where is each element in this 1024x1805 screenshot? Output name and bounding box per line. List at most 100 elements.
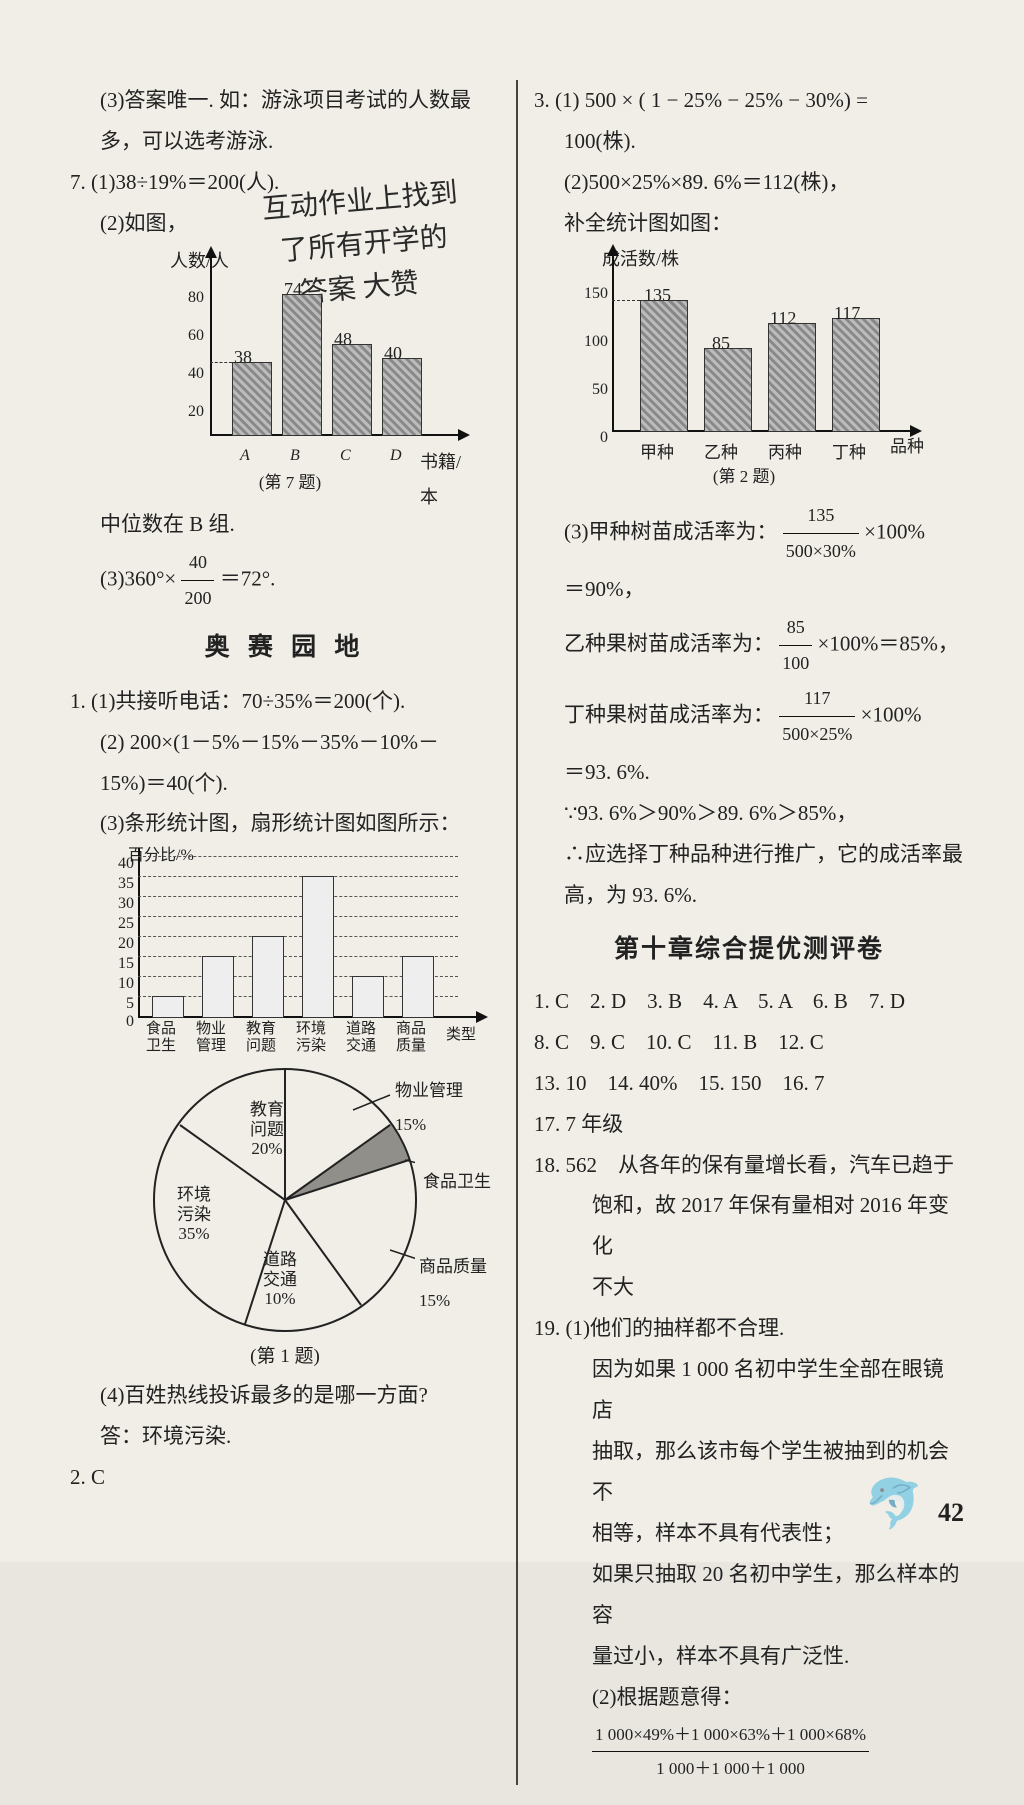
text-line: (3)甲种树苗成活率为： 135500×30% ×100%	[534, 498, 964, 569]
fraction-line: 1 000×49%＋1 000×63%＋1 000×68%1 000＋1 000…	[534, 1718, 964, 1785]
text: ×100%＝85%，	[818, 631, 959, 655]
y-axis	[138, 848, 140, 1016]
bar-value: 117	[834, 296, 860, 331]
xtick: 道路交通	[346, 1021, 376, 1054]
fraction: 135500×30%	[783, 498, 859, 569]
fraction: 85100	[779, 610, 812, 681]
fraction: 1 000×49%＋1 000×63%＋1 000×68%1 000＋1 000…	[592, 1718, 869, 1785]
bar	[332, 344, 372, 436]
pie-label: 物业管理15%	[395, 1074, 485, 1140]
gridline	[138, 896, 458, 897]
pie-label: 商品质量15%	[419, 1250, 517, 1316]
bar-value: 112	[770, 301, 796, 336]
answer-line: 13. 10 14. 40% 15. 150 16. 7	[534, 1063, 964, 1104]
ytick: 0	[584, 422, 608, 453]
gridline	[138, 876, 458, 877]
text-line: 2. C	[70, 1457, 500, 1498]
ytick: 20	[170, 396, 204, 427]
y-axis-label: 人数/人	[170, 244, 229, 279]
text-line: (2) 200×(1－5%－15%－35%－10%－	[70, 722, 500, 763]
text-line: (2)500×25%×89. 6%＝112(株)，	[534, 162, 964, 203]
fraction: 117500×25%	[779, 681, 855, 752]
pie-chart-q1: 物业管理15% 食品卫生 商品质量15% 道路交通10% 环境污染35% 教育问…	[153, 1068, 417, 1332]
answer-line: 8. C 9. C 10. C 11. B 12. C	[534, 1022, 964, 1063]
section-title: 奥 赛 园 地	[70, 624, 500, 673]
text: (3)360°×	[100, 566, 176, 590]
answer-line: 不大	[534, 1267, 964, 1308]
bar	[640, 300, 688, 432]
arrow-up-icon	[607, 244, 619, 256]
dolphin-icon: 🐬	[864, 1475, 924, 1532]
text: 乙种果树苗成活率为：	[564, 631, 774, 655]
text-line: ＝90%，	[534, 569, 964, 610]
arrow-right-icon	[458, 429, 470, 441]
answer-line: 如果只抽取 20 名初中学生，那么样本的容	[534, 1554, 964, 1636]
bar-value: 40	[384, 336, 402, 371]
answer-line: 因为如果 1 000 名初中学生全部在眼镜店	[534, 1349, 964, 1431]
text-line: 15%)＝40(个).	[70, 763, 500, 804]
gridline	[138, 936, 458, 937]
gridline	[138, 916, 458, 917]
text-line: 补全统计图如图：	[534, 203, 964, 244]
text-line: 多，可以选考游泳.	[70, 121, 500, 162]
xtick: 食品卫生	[146, 1021, 176, 1054]
answer-line: 1. C 2. D 3. B 4. A 5. A 6. B 7. D	[534, 981, 964, 1022]
text: 丁种果树苗成活率为：	[564, 702, 774, 726]
text-line: 高，为 93. 6%.	[534, 875, 964, 916]
answer-line: 19. (1)他们的抽样都不合理.	[534, 1308, 964, 1349]
bar-value: 48	[334, 322, 352, 357]
bar	[282, 294, 322, 436]
gridline	[138, 856, 458, 857]
text-line: (3)条形统计图，扇形统计图如图所示：	[70, 803, 500, 844]
xtick: 教育问题	[246, 1021, 276, 1054]
guide	[210, 362, 232, 364]
page-number: 42	[938, 1498, 964, 1528]
y-axis	[612, 252, 614, 430]
bar-value: 85	[712, 326, 730, 361]
chart-caption: (第 7 题)	[110, 466, 470, 499]
bar	[302, 876, 334, 1018]
x-axis-label: 品种	[890, 430, 924, 463]
arrow-right-icon	[476, 1011, 488, 1023]
text-line: ＝93. 6%.	[534, 752, 964, 793]
bar-value: 74	[284, 272, 302, 307]
text-line: 100(株).	[534, 121, 964, 162]
text-line: 丁种果树苗成活率为： 117500×25% ×100%	[534, 681, 964, 752]
answer-line: 18. 562 从各年的保有量增长看，汽车已趋于	[534, 1145, 964, 1186]
xtick: 商品质量	[396, 1021, 426, 1054]
section-title: 第十章综合提优测评卷	[534, 926, 964, 975]
xtick: 环境污染	[296, 1021, 326, 1054]
answer-line: 饱和，故 2017 年保有量相对 2016 年变化	[534, 1185, 964, 1267]
answer-line: (2)根据题意得：	[534, 1677, 964, 1718]
text-line: 乙种果树苗成活率为： 85100 ×100%＝85%，	[534, 610, 964, 681]
answer-line: 量过小，样本不具有广泛性.	[534, 1636, 964, 1677]
chart-caption: (第 2 题)	[554, 460, 934, 493]
text: (3)甲种树苗成活率为：	[564, 519, 778, 543]
chart-caption: (第 1 题)	[70, 1338, 500, 1375]
chart-q7: 人数/人 20 40 60 80 38 74	[110, 250, 470, 480]
bar	[152, 996, 184, 1018]
text-line: 1. (1)共接听电话：70÷35%＝200(个).	[70, 681, 500, 722]
bar	[202, 956, 234, 1018]
text: ×100%	[864, 519, 925, 543]
arrow-up-icon	[205, 246, 217, 258]
ytick: 100	[568, 326, 608, 357]
left-column: (3)答案唯一. 如：游泳项目考试的人数最 多，可以选考游泳. 7. (1)38…	[70, 80, 500, 1785]
text-line: 3. (1) 500 × ( 1 − 25% − 25% − 30%) =	[534, 80, 964, 121]
text: ×100%	[861, 702, 922, 726]
ytick: 80	[170, 282, 204, 313]
answer-line: 17. 7 年级	[534, 1104, 964, 1145]
text-line: ∵93. 6%＞90%＞89. 6%＞85%，	[534, 793, 964, 834]
fraction: 40200	[181, 545, 214, 616]
chart-q2: 成活数/株 0 50 100 150 135 85 112	[554, 248, 934, 478]
bar	[832, 318, 880, 432]
bar	[768, 323, 816, 432]
text-line: 答：环境污染.	[70, 1416, 500, 1457]
bar-value: 38	[234, 340, 252, 375]
text-line: (4)百姓热线投诉最多的是哪一方面?	[70, 1375, 500, 1416]
text-line: (3)答案唯一. 如：游泳项目考试的人数最	[70, 80, 500, 121]
guide	[612, 300, 640, 302]
xtick: 物业管理	[196, 1021, 226, 1054]
bar-value: 135	[644, 278, 671, 313]
pie-label: 食品卫生	[423, 1165, 513, 1198]
